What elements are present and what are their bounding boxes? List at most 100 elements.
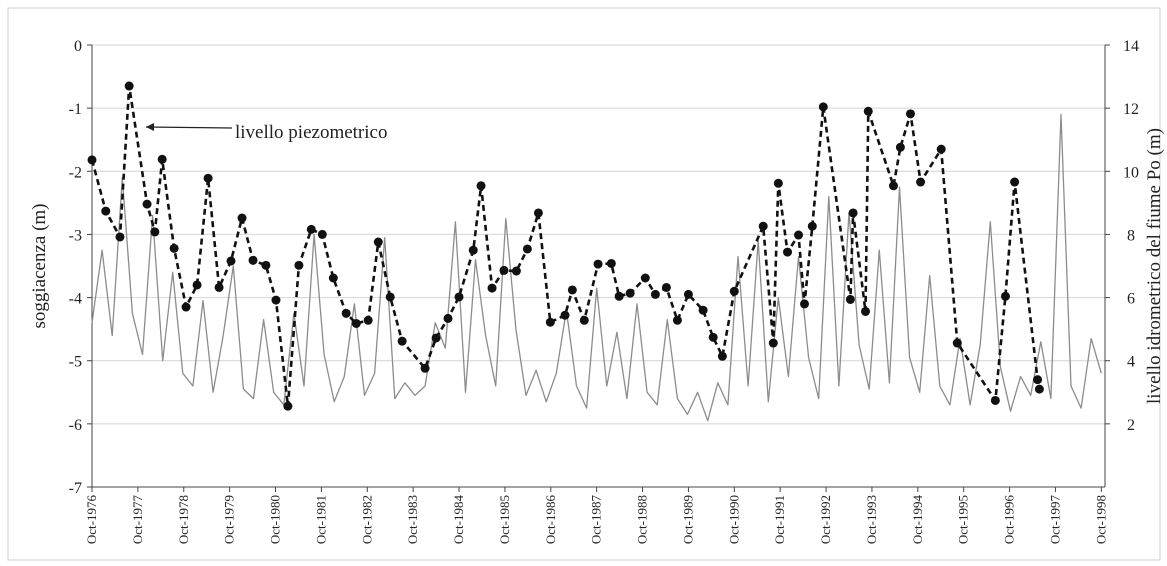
data-point xyxy=(650,289,660,299)
data-point xyxy=(124,81,134,91)
y-tick-label: -2 xyxy=(69,164,82,181)
data-point xyxy=(443,313,453,323)
data-point xyxy=(1000,291,1010,301)
data-point xyxy=(261,260,271,270)
data-point xyxy=(237,213,247,223)
data-point xyxy=(758,221,768,231)
data-point xyxy=(1010,177,1020,187)
annotation-arrow xyxy=(145,126,233,129)
data-point xyxy=(248,255,258,265)
y-tick-label: 0 xyxy=(74,38,82,55)
data-point xyxy=(579,315,589,325)
data-point xyxy=(773,178,783,188)
data-point xyxy=(990,395,1000,405)
data-point xyxy=(101,206,111,216)
y2-tick-label: 14 xyxy=(1123,38,1139,55)
x-tick-label: Oct-1997 xyxy=(1047,495,1062,545)
x-tick-label: Oct-1982 xyxy=(359,495,374,544)
data-point xyxy=(1034,384,1044,394)
data-point xyxy=(533,208,543,218)
data-point xyxy=(848,208,858,218)
x-tick-label: Oct-1989 xyxy=(680,495,695,544)
data-point xyxy=(936,144,946,154)
data-point xyxy=(845,294,855,304)
data-point xyxy=(683,289,693,299)
x-tick-label: Oct-1995 xyxy=(956,495,971,544)
x-tick-label: Oct-1981 xyxy=(313,495,328,544)
data-point xyxy=(385,292,395,302)
data-point xyxy=(397,336,407,346)
data-point xyxy=(729,286,739,296)
data-point xyxy=(905,109,915,119)
data-point xyxy=(807,221,817,231)
series-line xyxy=(91,113,1102,422)
data-point xyxy=(283,401,293,411)
data-point xyxy=(614,291,624,301)
y-tick-label: -6 xyxy=(69,417,82,434)
data-point xyxy=(87,155,97,165)
data-point xyxy=(1033,375,1043,385)
data-point xyxy=(363,315,373,325)
x-tick-label: Oct-1979 xyxy=(222,495,237,544)
x-tick-label: Oct-1978 xyxy=(176,495,191,544)
data-point xyxy=(373,237,383,247)
data-point xyxy=(226,256,236,266)
x-tick-label: Oct-1992 xyxy=(818,495,833,544)
data-point xyxy=(640,273,650,283)
data-point xyxy=(593,259,603,269)
data-point xyxy=(863,106,873,116)
data-point xyxy=(306,224,316,234)
data-point xyxy=(476,181,486,191)
x-tick-label: Oct-1977 xyxy=(130,495,145,545)
data-point xyxy=(142,199,152,209)
x-tick-label: Oct-1986 xyxy=(543,495,558,545)
data-point xyxy=(271,295,281,305)
data-point xyxy=(567,285,577,295)
y2-tick-label: 12 xyxy=(1123,101,1139,118)
data-point xyxy=(420,363,430,373)
y-tick-label: -3 xyxy=(69,227,82,244)
data-point xyxy=(499,265,509,275)
data-point xyxy=(783,247,793,257)
data-point xyxy=(916,177,926,187)
x-tick-label: Oct-1994 xyxy=(910,495,925,545)
data-point xyxy=(169,243,179,253)
arrow-head xyxy=(146,123,154,131)
data-point xyxy=(545,317,555,327)
y-tick-label: -1 xyxy=(69,101,82,118)
x-tick-label: Oct-1984 xyxy=(451,495,466,545)
data-point xyxy=(861,306,871,316)
frame xyxy=(7,7,1161,561)
data-point xyxy=(511,266,521,276)
x-tick-label: Oct-1998 xyxy=(1093,495,1108,544)
data-point xyxy=(115,232,125,242)
x-tick-label: Oct-1985 xyxy=(497,495,512,544)
data-point xyxy=(468,245,478,255)
data-point xyxy=(717,351,727,361)
x-tick-label: Oct-1987 xyxy=(589,495,604,545)
x-tick-label: Oct-1988 xyxy=(635,495,650,544)
y2-tick-label: 10 xyxy=(1123,164,1139,181)
x-tick-label: Oct-1990 xyxy=(726,495,741,544)
data-point xyxy=(181,302,191,312)
x-tick-label: Oct-1991 xyxy=(772,495,787,544)
y2-tick-label: 2 xyxy=(1127,417,1135,434)
data-point xyxy=(157,154,167,164)
data-point xyxy=(214,282,224,292)
data-point xyxy=(294,260,304,270)
data-point xyxy=(952,338,962,348)
y2-axis-label: livello idrometrico del fiume Po (m) xyxy=(1144,128,1165,404)
data-point xyxy=(799,299,809,309)
data-point xyxy=(317,229,327,239)
data-point xyxy=(818,102,828,112)
data-point xyxy=(454,292,464,302)
data-point xyxy=(888,181,898,191)
y2-tick-label: 4 xyxy=(1127,354,1135,371)
annotation: livello piezometrico xyxy=(235,122,387,143)
x-tick-label: Oct-1993 xyxy=(864,495,879,544)
x-tick-label: Oct-1980 xyxy=(268,495,283,544)
data-point xyxy=(768,338,778,348)
data-point xyxy=(560,310,570,320)
